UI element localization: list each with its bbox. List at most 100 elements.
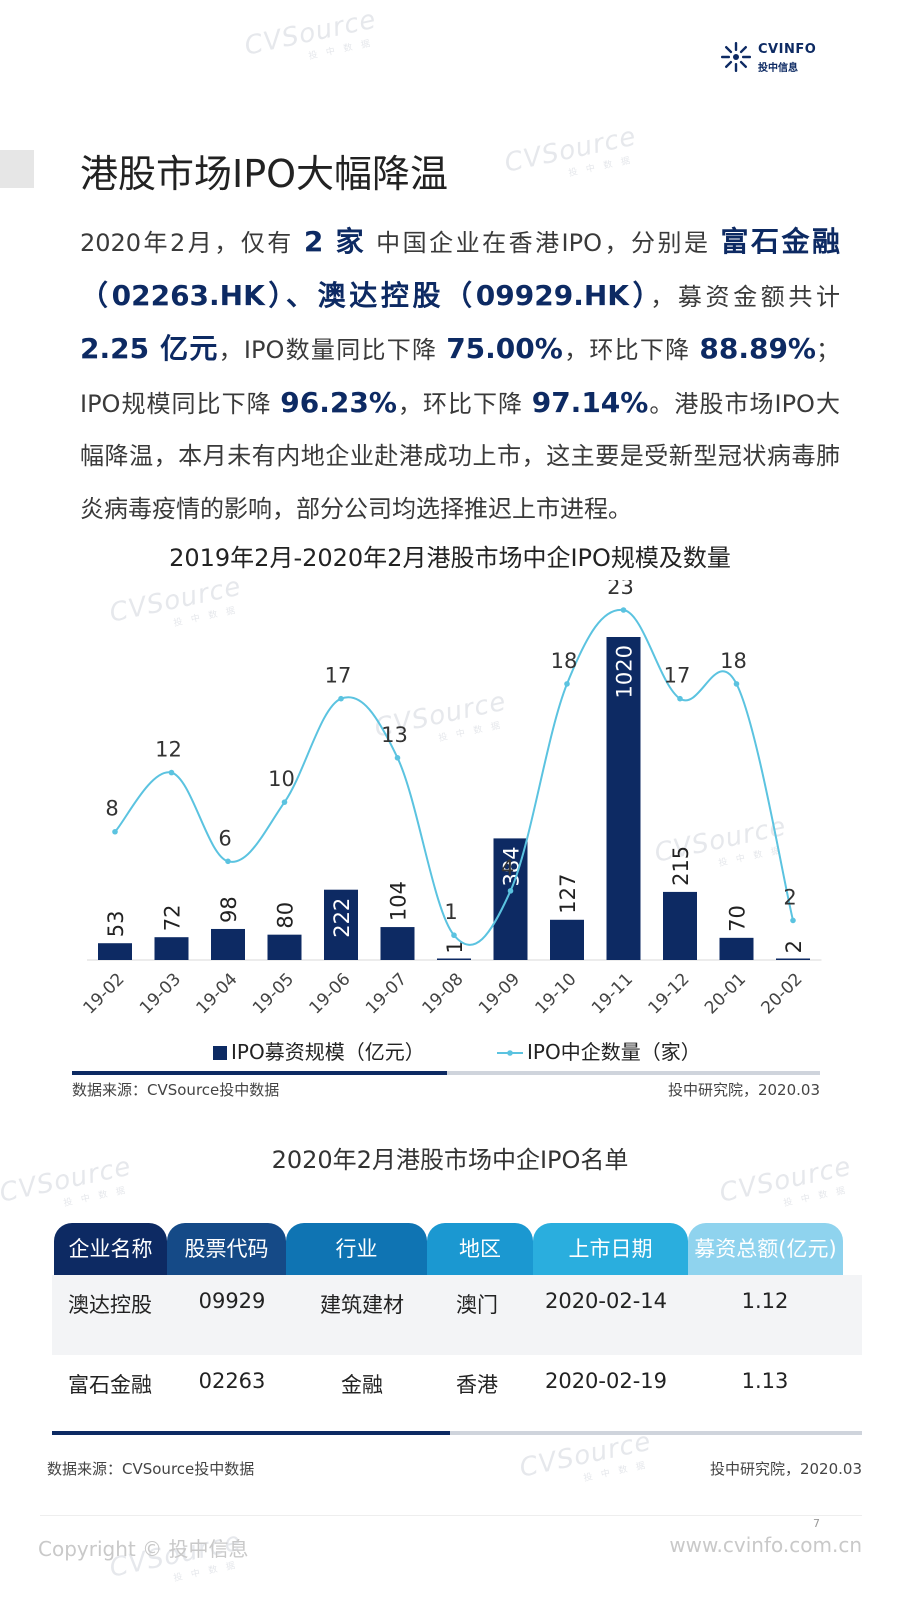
x-tick-19-08: 19-08 (418, 969, 467, 1018)
highlight-amount: 2.25 亿元 (80, 332, 219, 365)
count-point-19-06 (338, 695, 344, 702)
highlight-count: 2 家 (303, 225, 367, 258)
ipo-combo-chart: 53 72 98 80 222 10413841271020215702812610171… (72, 580, 822, 1099)
bar-label-19-11: 1020 (613, 645, 637, 698)
bar-label-19-06: 222 (330, 898, 354, 938)
bar-label-19-02: 53 (104, 910, 128, 937)
count-label-20-02: 2 (783, 885, 796, 909)
x-tick-19-04: 19-04 (192, 969, 241, 1018)
x-tick-19-03: 19-03 (136, 969, 185, 1018)
bar-19-10 (550, 919, 584, 960)
bar-label-20-01: 70 (726, 905, 750, 932)
table-cell: 金融 (341, 1373, 383, 1397)
x-tick-19-07: 19-07 (362, 969, 411, 1018)
count-point-19-07 (394, 755, 401, 761)
count-label-19-07: 13 (381, 723, 408, 747)
count-point-19-04 (225, 858, 231, 865)
count-point-19-10 (564, 681, 570, 687)
table-row-bg (52, 1275, 862, 1355)
bar-19-02 (98, 943, 132, 960)
table-cell: 澳达控股 (68, 1293, 152, 1317)
bar-19-04 (211, 928, 245, 960)
count-label-19-12: 17 (664, 664, 691, 688)
count-label-19-09: 4 (501, 856, 514, 880)
count-point-19-08 (451, 932, 457, 939)
table-bar-light (450, 1431, 862, 1435)
table-header-0: 企业名称 (54, 1223, 167, 1275)
chart-source-left: 数据来源：CVSource投中数据 (72, 1081, 279, 1099)
website-link[interactable]: www.cvinfo.com.cn (669, 1533, 862, 1557)
logo-text-cn: 投中信息 (758, 63, 798, 74)
bar-19-11 (606, 637, 641, 960)
watermark: CVSource 投 中 数 据 (501, 121, 640, 179)
x-tick-20-02: 20-02 (757, 969, 806, 1018)
highlight-size-mom: 97.14% (531, 385, 649, 419)
x-tick-19-06: 19-06 (305, 969, 354, 1018)
page-title: 港股市场IPO大幅降温 (80, 152, 449, 196)
summary-paragraph: 2020年2月，仅有 2 家 中国企业在香港IPO，分别是 富石金融（02263… (80, 225, 840, 523)
count-point-19-09 (507, 888, 514, 894)
table-cell: 02263 (198, 1369, 266, 1393)
brand-logo: CVINFO 投中信息 (718, 40, 828, 76)
table-cell: 09929 (198, 1289, 266, 1313)
table-cell: 2020-02-19 (544, 1369, 668, 1393)
table-cell: 澳门 (456, 1293, 498, 1317)
bar-label-19-07: 104 (387, 881, 411, 921)
count-point-19-02 (112, 828, 118, 835)
bar-19-12 (663, 891, 697, 960)
count-label-19-11: 23 (607, 580, 634, 599)
x-tick-19-12: 19-12 (644, 969, 693, 1018)
table-header-1: 股票代码 (167, 1223, 286, 1275)
highlight-size-yoy: 96.23% (280, 385, 397, 419)
bar-label-19-10: 127 (556, 874, 580, 914)
highlight-count-mom: 88.89% (699, 332, 816, 365)
count-label-19-02: 8 (105, 797, 118, 821)
bar-label-19-03: 72 (161, 904, 185, 931)
x-tick-19-09: 19-09 (475, 969, 524, 1018)
bar-label-20-02: 2 (782, 940, 806, 953)
footer-divider (40, 1515, 862, 1516)
watermark: CVSource 投 中 数 据 (516, 1426, 655, 1484)
count-point-20-01 (733, 681, 740, 687)
bar-label-19-08: 1 (443, 940, 467, 953)
count-line (114, 608, 794, 946)
legend-bar-swatch (213, 1046, 227, 1060)
bar-label-19-05: 80 (274, 902, 298, 929)
page-number: 7 (813, 1517, 820, 1530)
count-label-19-08: 1 (444, 900, 457, 924)
table-bar-dark (52, 1431, 450, 1435)
copyright-text: Copyright © 投中信息 (38, 1537, 249, 1561)
count-point-19-05 (281, 799, 288, 805)
table-header-2: 行业 (286, 1223, 427, 1275)
chart-title: 2019年2月-2020年2月港股市场中企IPO规模及数量 (169, 544, 731, 572)
count-label-19-05: 10 (268, 767, 295, 791)
source-bar-light (447, 1071, 820, 1075)
bar-label-19-12: 215 (669, 846, 693, 886)
source-bar-dark (72, 1071, 447, 1075)
bar-20-01 (719, 937, 754, 960)
legend-bar-label: IPO募资规模（亿元） (231, 1040, 425, 1064)
count-point-19-03 (168, 769, 175, 776)
bar-19-05 (267, 934, 302, 960)
count-label-19-10: 18 (551, 649, 578, 673)
table-header-5: 募资总额(亿元) (688, 1223, 843, 1275)
count-label-19-04: 6 (218, 826, 231, 850)
table-source-right: 投中研究院，2020.03 (709, 1460, 862, 1478)
legend-line-dot (507, 1050, 513, 1056)
highlight-companies: 富石金融（02263.HK）、澳达控股（09929.HK） (80, 225, 840, 312)
x-tick-19-11: 19-11 (588, 969, 637, 1018)
bar-20-02 (776, 958, 810, 960)
section-marker (0, 150, 34, 188)
bar-19-03 (154, 937, 189, 960)
highlight-count-yoy: 75.00% (446, 332, 563, 365)
chart-source-right: 投中研究院，2020.03 (668, 1081, 820, 1099)
table-header-3: 地区 (427, 1223, 533, 1275)
table-title: 2020年2月港股市场中企IPO名单 (271, 1146, 629, 1174)
x-tick-19-10: 19-10 (531, 969, 580, 1018)
table-source-left: 数据来源：CVSource投中数据 (47, 1460, 255, 1478)
bar-label-19-04: 98 (217, 896, 241, 923)
legend-line-label: IPO中企数量（家） (527, 1040, 701, 1064)
count-point-19-12 (677, 695, 683, 702)
count-point-20-02 (790, 917, 796, 924)
table-cell: 2020-02-14 (544, 1289, 668, 1313)
